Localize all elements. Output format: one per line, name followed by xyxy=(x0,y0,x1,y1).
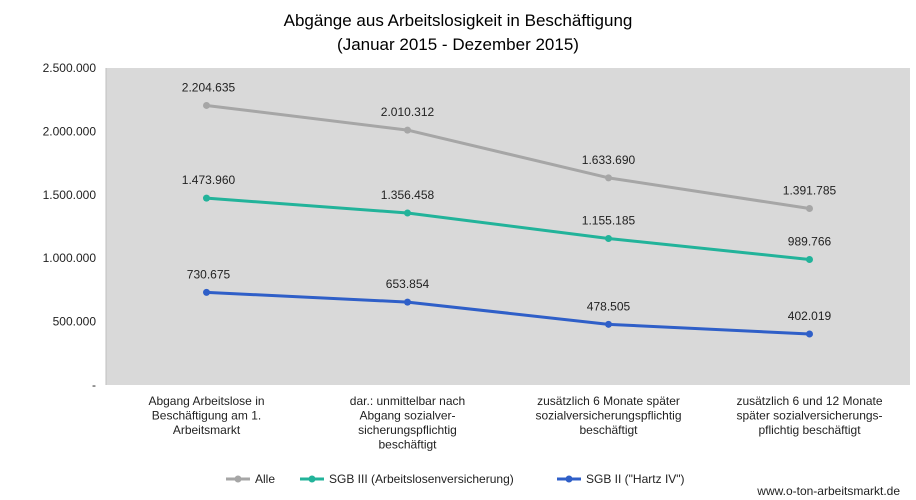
y-axis-ticks: - 500.000 1.000.000 1.500.000 2.000.000 2.500… xyxy=(43,61,97,392)
series-line xyxy=(205,196,811,261)
legend-swatch-marker xyxy=(234,475,242,483)
data-label: 653.854 xyxy=(386,277,430,291)
data-label: 1.633.690 xyxy=(582,153,636,167)
series-lines: 2.204.6352.010.3121.633.6901.391.7851.47… xyxy=(182,80,837,338)
data-label: 478.505 xyxy=(587,299,631,313)
data-label: 2.204.635 xyxy=(182,80,236,94)
x-category-label: zusätzlich 6 Monate später sozialversiche… xyxy=(535,394,681,437)
data-point xyxy=(203,288,210,296)
series-3: 730.675 653.854 478.505 402.019 xyxy=(187,267,832,338)
data-label: 1.155.185 xyxy=(582,214,636,228)
data-point xyxy=(605,235,612,243)
y-tick-label: 1.000.000 xyxy=(43,251,97,265)
chart-subtitle: (Januar 2015 - Dezember 2015) xyxy=(337,35,579,54)
series-line xyxy=(205,103,811,211)
data-point xyxy=(806,255,813,263)
data-point xyxy=(605,320,612,328)
legend-label: Alle xyxy=(255,472,275,486)
chart-title: Abgänge aus Arbeitslosigkeit in Beschäft… xyxy=(284,11,633,30)
data-point xyxy=(404,209,411,217)
data-label: 1.391.785 xyxy=(783,184,837,198)
legend-item: SGB III (Arbeitslosenversicherung) xyxy=(300,472,514,486)
x-category-label: Abgang Arbeitslose in Beschäftigung am 1.… xyxy=(148,394,264,437)
y-tick-label: 2.500.000 xyxy=(43,61,97,75)
data-point xyxy=(203,101,210,109)
x-category-label: dar.: unmittelbar nach Abgang sozialver-s… xyxy=(350,394,465,452)
legend-swatch-marker xyxy=(308,475,316,483)
source-credit: www.o-ton-arbeitsmarkt.de xyxy=(756,484,900,498)
data-point xyxy=(806,205,813,213)
series-line xyxy=(205,290,811,336)
legend: Alle SGB III (Arbeitslosenversicherung) SG… xyxy=(226,472,685,486)
data-label: 1.356.458 xyxy=(381,188,435,202)
data-point xyxy=(404,298,411,306)
x-category-label: zusätzlich 6 und 12 Monate später sozialv… xyxy=(736,394,882,437)
data-label: 1.473.960 xyxy=(182,173,236,187)
data-point xyxy=(605,174,612,182)
series-2: 1.473.960 1.356.458 1.155.185 989.766 xyxy=(182,173,832,263)
data-label: 989.766 xyxy=(788,234,832,248)
legend-item: Alle xyxy=(226,472,275,486)
x-axis-categories: Abgang Arbeitslose in Beschäftigung am 1.… xyxy=(148,394,882,452)
y-tick-label: 500.000 xyxy=(53,315,97,329)
legend-label: SGB III (Arbeitslosenversicherung) xyxy=(329,472,514,486)
series-1: 2.204.635 2.010.312 1.633.690 1.391.785 xyxy=(182,80,837,213)
data-point xyxy=(203,194,210,202)
data-label: 730.675 xyxy=(187,267,231,281)
y-tick-label: - xyxy=(92,378,96,392)
data-point xyxy=(404,126,411,134)
legend-label: SGB II ("Hartz IV") xyxy=(586,472,685,486)
data-label: 2.010.312 xyxy=(381,105,435,119)
y-tick-label: 1.500.000 xyxy=(43,188,97,202)
y-tick-label: 2.000.000 xyxy=(43,124,97,138)
data-label: 402.019 xyxy=(788,309,832,323)
legend-item: SGB II ("Hartz IV") xyxy=(557,472,685,486)
data-point xyxy=(806,330,813,338)
legend-swatch-marker xyxy=(565,475,573,483)
